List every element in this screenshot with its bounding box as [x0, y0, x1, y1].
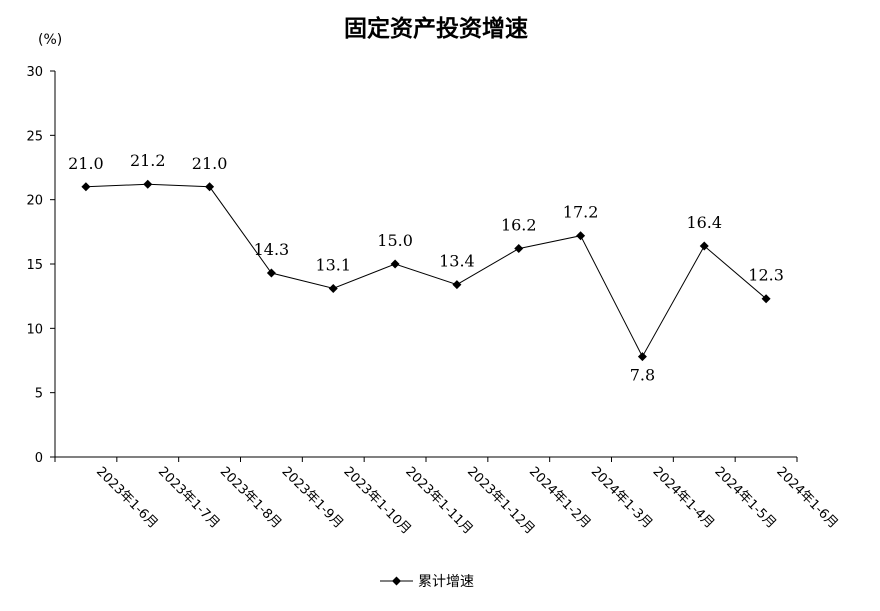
data-point-marker	[328, 283, 338, 293]
data-point-marker	[452, 280, 462, 290]
axes	[54, 71, 797, 458]
x-tick-label: 2024年1-4月	[650, 464, 717, 531]
data-label: 7.8	[630, 366, 655, 385]
data-point-marker	[761, 294, 771, 304]
x-tick-label: 2024年1-6月	[773, 464, 840, 531]
data-point-marker	[205, 182, 215, 192]
y-tick-label: 30	[26, 65, 43, 80]
data-point-marker	[576, 231, 586, 241]
data-label: 21.2	[130, 151, 166, 170]
data-label: 16.2	[501, 216, 537, 235]
data-label: 21.0	[192, 154, 228, 173]
data-label: 13.1	[315, 255, 351, 274]
y-axis-unit-label: (%)	[38, 32, 62, 48]
chart-title: 固定资产投资增速	[344, 15, 528, 42]
y-tick-label: 25	[26, 129, 43, 144]
data-label: 17.2	[563, 203, 599, 222]
y-tick-label: 0	[35, 451, 43, 466]
y-tick-label: 10	[26, 322, 43, 337]
y-tick-label: 15	[26, 258, 43, 273]
data-label: 15.0	[377, 231, 413, 250]
data-point-marker	[514, 244, 524, 254]
x-tick-label: 2023年1-6月	[93, 464, 160, 531]
y-tick-label: 5	[35, 387, 43, 402]
x-tick-label: 2023年1-9月	[279, 464, 346, 531]
data-point-marker	[266, 268, 276, 278]
data-label: 12.3	[748, 266, 784, 285]
series-line	[85, 183, 767, 358]
x-tick-label: 2023年1-8月	[217, 464, 284, 531]
y-ticks: 0 5 10 15 20 25 30	[26, 65, 55, 466]
y-tick-label: 20	[26, 194, 43, 209]
x-tick-label: 2024年1-5月	[711, 464, 778, 531]
x-tick-label: 2023年1-7月	[155, 464, 222, 531]
legend-diamond-icon	[392, 576, 401, 586]
data-point-marker	[390, 259, 400, 269]
data-label: 21.0	[68, 154, 104, 173]
series-line-group: 21.0 21.2 21.0 14.3 13.1 15.0 13.4 16.2 17.2 7.8 1…	[68, 151, 784, 384]
x-tick-label: 2024年1-3月	[588, 464, 655, 531]
data-point-marker	[637, 352, 647, 362]
legend: 累计增速	[380, 574, 474, 590]
data-point-marker	[143, 179, 153, 189]
data-label: 16.4	[686, 213, 722, 232]
data-label: 14.3	[254, 240, 290, 259]
x-tick-label: 2024年1-2月	[526, 464, 593, 531]
data-label: 13.4	[439, 252, 475, 271]
data-point-marker	[699, 241, 709, 251]
legend-label: 累计增速	[418, 574, 474, 590]
x-ticks: 2023年1-6月2023年1-7月2023年1-8月2023年1-9月2023…	[54, 457, 841, 537]
data-point-marker	[81, 182, 91, 192]
